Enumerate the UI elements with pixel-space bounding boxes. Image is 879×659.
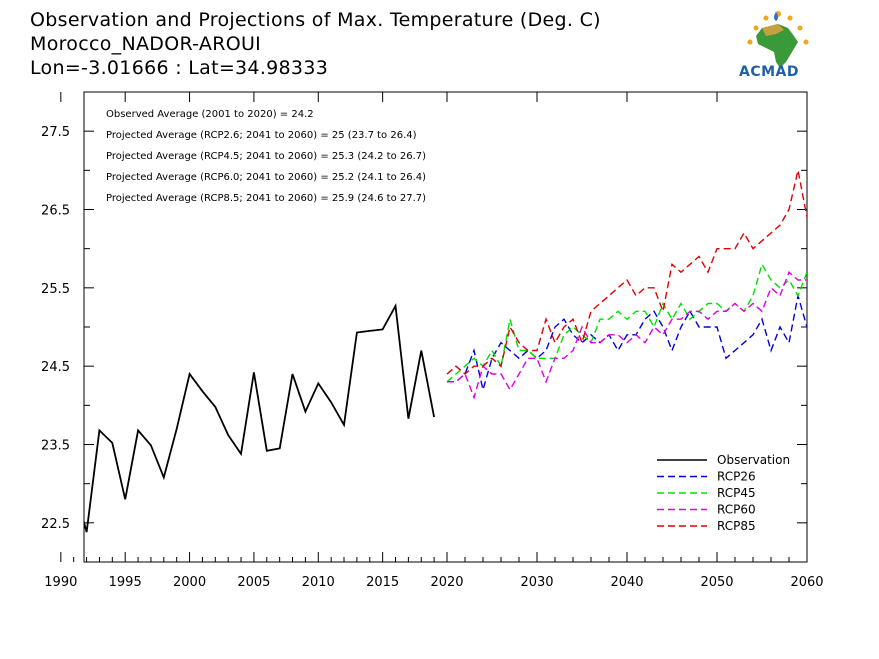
x-tick-label: 1995: [109, 575, 142, 590]
legend-label-rcp60: RCP60: [717, 503, 756, 517]
series-line-rcp45: [446, 262, 807, 383]
x-tick-label: 2010: [302, 575, 335, 590]
chart-title: Observation and Projections of Max. Temp…: [30, 9, 601, 31]
y-tick-label: 24.5: [41, 360, 70, 375]
x-tick-label: 2060: [790, 575, 823, 590]
annotation-text: Projected Average (RCP2.6; 2041 to 2060)…: [106, 130, 417, 141]
x-tick-label: 2050: [700, 575, 733, 590]
y-tick-label: 22.5: [41, 517, 70, 532]
y-tick-label: 25.5: [41, 282, 70, 297]
legend-label-rcp26: RCP26: [717, 470, 756, 484]
y-tick-label: 27.5: [41, 125, 70, 140]
x-tick-label: 2040: [610, 575, 643, 590]
legend-label-rcp85: RCP85: [717, 519, 756, 533]
x-tick-label: 1990: [44, 575, 77, 590]
annotation-text: Projected Average (RCP6.0; 2041 to 2060)…: [106, 172, 426, 183]
station-coordinates: Lon=-3.01666 : Lat=34.98333: [30, 57, 329, 79]
series-line-rcp85: [446, 170, 807, 375]
x-tick-label: 2000: [173, 575, 206, 590]
africa-map-logo-icon: [747, 11, 809, 68]
logo-text: ACMAD: [739, 64, 799, 80]
legend-label-rcp45: RCP45: [717, 486, 756, 500]
annotation-text: Projected Average (RCP4.5; 2041 to 2060)…: [106, 151, 426, 162]
y-tick-label: 26.5: [41, 204, 70, 219]
y-tick-label: 23.5: [41, 439, 70, 454]
annotation-text: Observed Average (2001 to 2020) = 24.2: [106, 109, 314, 120]
annotation-text: Projected Average (RCP8.5; 2041 to 2060)…: [106, 193, 426, 204]
x-tick-label: 2020: [430, 575, 463, 590]
x-tick-label: 2015: [366, 575, 399, 590]
legend-label-observation: Observation: [717, 453, 790, 467]
x-tick-label: 2005: [237, 575, 270, 590]
series-line-rcp26: [447, 295, 807, 390]
x-tick-label: 2030: [520, 575, 553, 590]
series-line-rcp60: [447, 271, 807, 400]
station-name: Morocco_NADOR-AROUI: [30, 33, 262, 55]
series-line-observation: [84, 302, 435, 533]
